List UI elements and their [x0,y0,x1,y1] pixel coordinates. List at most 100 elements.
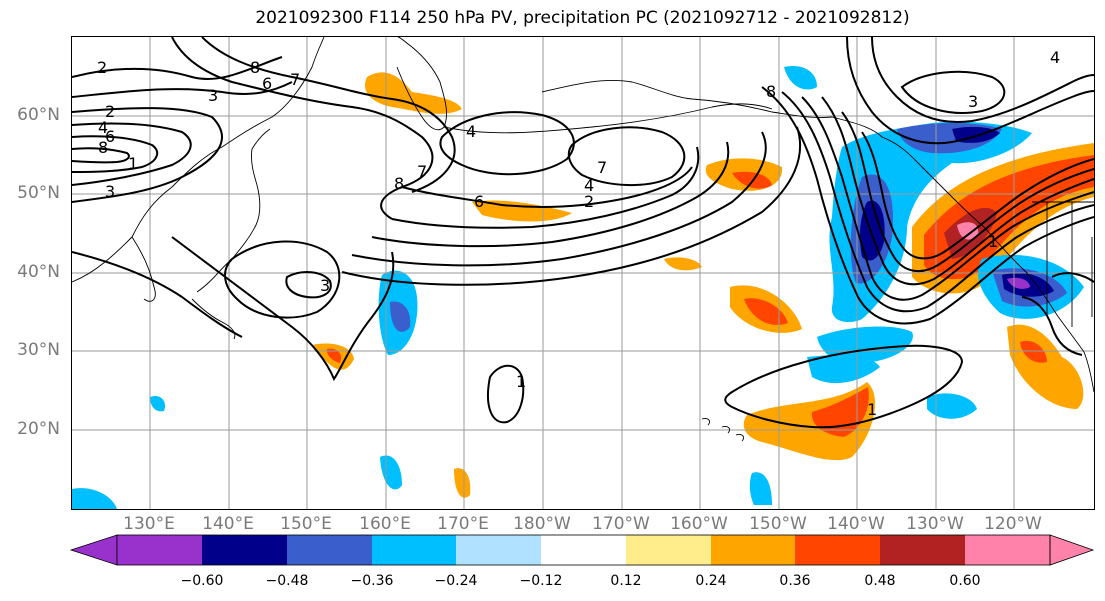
colorbar-bin [117,535,202,565]
colorbar-bin [880,535,965,565]
lon-label-150w: 150°W [749,514,807,534]
colorbar-tick-label: 0.48 [864,573,896,589]
pv-contour-line [72,147,130,164]
pv-contour-line [846,37,1094,145]
contour-label: 7 [290,70,300,89]
colorbar-outline [116,534,1051,566]
pv-contour-line [224,240,341,319]
contour-label: 8 [394,174,404,193]
colorbar-tick-label: −0.12 [519,573,563,589]
pv-contour-line [861,131,1094,260]
map-svg: 2 8 6 7 3 2 4 6 8 1 3 4 7 8 7 4 2 6 3 1 … [72,37,1094,509]
coastline-alaska [541,79,883,138]
precip-negative-area [380,455,402,490]
contour-label: 2 [97,58,107,77]
colorbar-bin [372,535,456,565]
lon-label-140e: 140°E [202,514,254,534]
pv-contour-line [841,111,1094,273]
pv-contour-line [72,56,283,80]
contour-label: 4 [584,176,594,195]
precip-negative-area [807,355,880,384]
colorbar-tick-label: 0.36 [779,573,811,589]
precip-negative-area [390,301,411,332]
contour-label: 8 [766,82,776,101]
contour-label-group: 2 8 6 7 3 2 4 6 8 1 3 4 7 8 7 4 2 6 3 1 … [97,48,1060,419]
lon-label-160w: 160°W [670,514,728,534]
colorbar-bin [965,535,1050,565]
coastline-japan [191,128,271,340]
colorbar-bin [795,535,880,565]
pv-contour-line [486,364,525,424]
contour-label: 7 [597,158,607,177]
colorbar-tick-label: −0.60 [180,573,224,589]
precip-shading [72,65,1094,509]
contour-label: 3 [105,182,115,201]
pv-contour-line [351,131,767,267]
colorbar-bin [541,535,626,565]
lon-label-130e: 130°E [123,514,175,534]
precip-negative-area [927,393,977,419]
lon-label-160e: 160°E [359,514,411,534]
colorbar-tick-label: −0.24 [434,573,478,589]
pv-contour-line [72,135,159,173]
precip-negative-area [817,326,913,365]
coastline-hawaii [701,418,745,442]
pv-contour-line [900,70,1006,114]
colorbar-bin [202,535,287,565]
pv-contour-line [72,251,243,338]
contour-label: 2 [105,102,115,121]
contour-label: 8 [98,138,108,157]
precip-positive-area [326,348,342,363]
contour-label: 3 [320,276,330,295]
lat-label-30n: 30°N [17,340,60,360]
colorbar-tick-label: −0.36 [350,573,394,589]
colorbar-tick-label: 0.60 [949,573,981,589]
contour-label: 4 [1050,48,1060,67]
contour-label: 2 [584,192,594,211]
pv-contour-line [341,126,802,286]
coastline-korea [131,236,156,302]
coastline-canada [881,136,1094,393]
pv-contour-line [567,126,686,186]
pv-contour-line [371,141,730,248]
precip-negative-area [1007,277,1030,289]
colorbar-tick-label: −0.48 [265,573,309,589]
precip-positive-area [1020,340,1047,363]
pv-contour-line [72,107,223,203]
lon-label-140w: 140°W [827,514,885,534]
coastline-kamchatka [396,37,447,131]
precip-negative-area [829,121,1032,323]
precip-negative-area [72,488,117,509]
pv-contour-line [72,122,192,186]
pv-contour-line [801,96,1094,301]
contour-label: 1 [516,372,526,391]
pv-contour-line [724,344,964,429]
coastline-aleutians [443,103,773,134]
pv-contour-line [781,91,1094,313]
precip-negative-area [749,472,772,505]
pv-contour-line [439,111,575,176]
lon-label-180w: 180°W [513,514,571,534]
colorbar-bin [287,535,372,565]
pv-contour-line [1051,272,1094,283]
contour-label: 1 [988,232,998,251]
precip-negative-area [150,395,166,412]
precip-positive-area [957,222,979,240]
lon-label-170e: 170°E [437,514,489,534]
map-panel: 2 8 6 7 3 2 4 6 8 1 3 4 7 8 7 4 2 6 3 1 … [71,36,1095,510]
lat-label-50n: 50°N [17,183,60,203]
pv-contour-line [391,146,700,229]
contour-label: 1 [128,154,138,173]
map-title: 2021092300 F114 250 hPa PV, precipitatio… [255,8,910,28]
pv-contour-line [871,37,1094,123]
lon-label-150e: 150°E [280,514,332,534]
contour-label: 3 [968,92,978,111]
precip-positive-area [364,72,462,114]
lon-label-120w: 120°W [984,514,1042,534]
contour-label: 8 [250,58,260,77]
precip-positive-area [664,257,702,271]
pv-contour-line [171,37,434,220]
colorbar-bin [626,535,711,565]
lat-label-60n: 60°N [17,105,60,125]
pv-contour-line [171,236,395,382]
